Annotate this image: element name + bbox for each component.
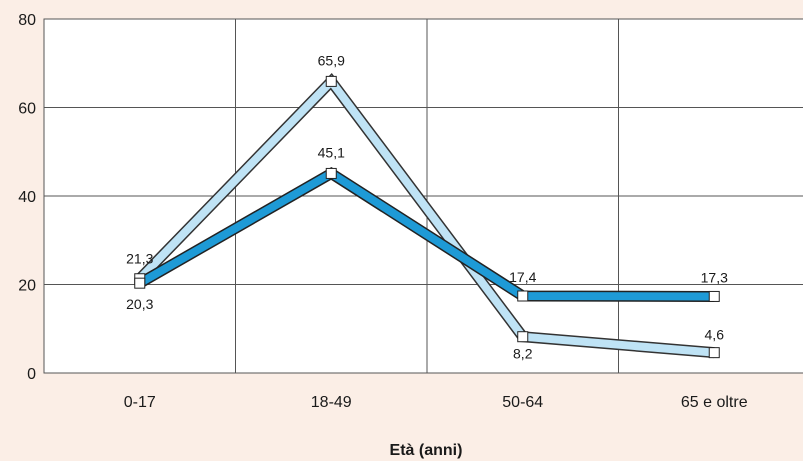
y-tick-label: 0 <box>27 366 36 383</box>
data-label: 65,9 <box>318 52 345 68</box>
x-tick-label: 0-17 <box>124 394 156 411</box>
data-label: 8,2 <box>513 346 533 362</box>
series-1-point <box>325 167 337 179</box>
series-1-point <box>708 290 720 302</box>
series-group <box>135 72 715 359</box>
data-label: 4,6 <box>705 327 725 343</box>
x-tick-label: 18-49 <box>311 394 352 411</box>
grid-lines <box>44 19 803 373</box>
data-label: 20,3 <box>126 296 153 312</box>
y-tick-label: 20 <box>18 278 36 295</box>
data-label: 17,4 <box>509 269 536 285</box>
y-tick-label: 40 <box>18 189 36 206</box>
series-0-point <box>708 347 720 359</box>
series-0-point <box>517 331 529 343</box>
y-tick-label: 80 <box>18 12 36 29</box>
x-tick-label: 65 e oltre <box>681 394 748 411</box>
y-axis-ticks: 0 20 40 60 80 <box>18 12 36 383</box>
series-1-line <box>137 168 715 301</box>
series-1-point <box>134 277 146 289</box>
data-label: 21,3 <box>126 251 153 267</box>
series-0-point <box>325 75 337 87</box>
data-label: 45,1 <box>318 144 345 160</box>
y-tick-label: 60 <box>18 101 36 118</box>
series-1-point <box>517 290 529 302</box>
data-labels-group: 21,3 65,9 8,2 4,6 20,3 45,1 17,4 17,3 <box>126 52 728 361</box>
data-label: 17,3 <box>701 269 728 285</box>
x-tick-label: 50-64 <box>502 394 543 411</box>
x-axis-title: Età (anni) <box>390 442 463 459</box>
series-0-line <box>136 75 715 357</box>
markers-group <box>134 75 720 359</box>
x-axis-ticks: 0-17 18-49 50-64 65 e oltre <box>124 394 748 411</box>
